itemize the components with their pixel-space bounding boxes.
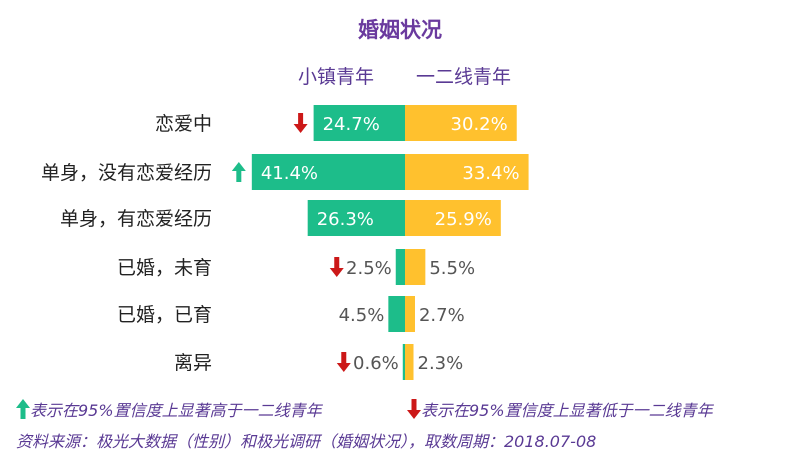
up-arrow-icon bbox=[16, 399, 30, 419]
value-label-right: 30.2% bbox=[451, 114, 508, 135]
value-label-left: 24.7% bbox=[323, 114, 380, 135]
bar-left bbox=[313, 105, 405, 141]
value-label-left: 0.6% bbox=[353, 353, 399, 374]
source-note: 资料来源：极光大数据（性别）和极光调研（婚姻状况），取数周期：2018.07-0… bbox=[16, 432, 597, 451]
series-header-right: 一二线青年 bbox=[416, 66, 512, 88]
legend-note-up-text: 表示在95%置信度上显著高于一二线青年 bbox=[30, 401, 322, 420]
value-label-right: 2.3% bbox=[418, 353, 464, 374]
bar-left bbox=[395, 249, 405, 285]
value-label-right: 5.5% bbox=[429, 258, 475, 279]
category-label: 单身，没有恋爱经历 bbox=[41, 162, 212, 184]
bar-left bbox=[251, 154, 405, 190]
down-arrow-icon bbox=[293, 113, 308, 133]
value-label-right: 2.7% bbox=[419, 305, 465, 326]
up-arrow-icon bbox=[231, 162, 246, 182]
category-label: 恋爱中 bbox=[155, 113, 212, 135]
down-arrow-icon bbox=[407, 399, 421, 419]
bar-right bbox=[405, 105, 517, 141]
value-label-right: 33.4% bbox=[462, 163, 519, 184]
value-label-left: 41.4% bbox=[261, 163, 318, 184]
legend-note-down-text: 表示在95%置信度上显著低于一二线青年 bbox=[421, 401, 713, 420]
bar-right bbox=[405, 249, 426, 285]
category-label: 离异 bbox=[174, 352, 212, 374]
value-label-left: 2.5% bbox=[346, 258, 392, 279]
series-header-left: 小镇青年 bbox=[298, 66, 375, 88]
category-label: 单身，有恋爱经历 bbox=[60, 208, 212, 230]
bar-right bbox=[405, 296, 415, 332]
category-label: 已婚，未育 bbox=[117, 257, 212, 279]
value-label-left: 26.3% bbox=[317, 209, 374, 230]
bar-left bbox=[388, 296, 405, 332]
category-label: 已婚，已育 bbox=[117, 304, 212, 326]
bar-right bbox=[405, 200, 501, 236]
legend-note-down: 表示在95%置信度上显著低于一二线青年 bbox=[407, 397, 713, 421]
bar-right bbox=[405, 154, 529, 190]
value-label-left: 4.5% bbox=[339, 305, 385, 326]
bar-left bbox=[307, 200, 405, 236]
value-label-right: 25.9% bbox=[435, 209, 492, 230]
bar-left bbox=[402, 344, 405, 380]
down-arrow-icon bbox=[329, 257, 344, 277]
legend-note-up: 表示在95%置信度上显著高于一二线青年 bbox=[16, 397, 322, 421]
bar-right bbox=[405, 344, 414, 380]
chart-title: 婚姻状况 bbox=[358, 18, 442, 42]
down-arrow-icon bbox=[336, 352, 351, 372]
